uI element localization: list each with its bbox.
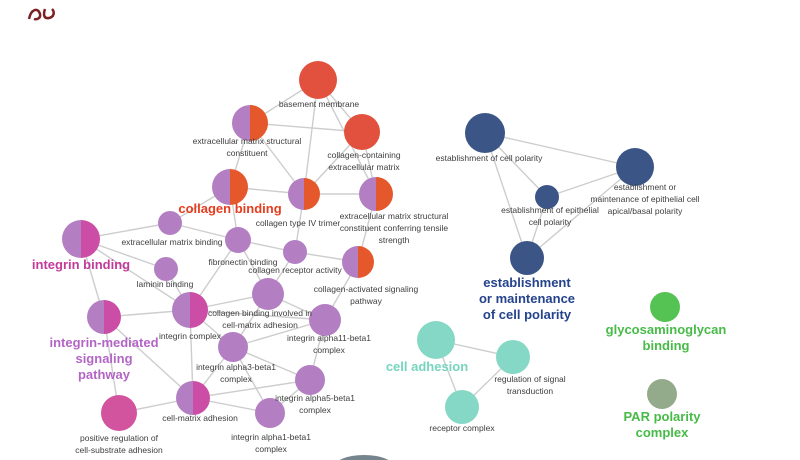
node-n18	[295, 365, 325, 395]
node-n29	[650, 292, 680, 322]
label-n27: regulation of signal transduction	[494, 374, 565, 396]
node-n24	[616, 148, 654, 186]
label-n21: integrin alpha1-beta1 complex	[231, 432, 311, 454]
label-n13: integrin complex	[159, 331, 222, 341]
label-n20: positive regulation of cell-substrate adh…	[75, 433, 163, 455]
node-n17	[218, 332, 248, 362]
edge-n22--n24	[484, 132, 636, 168]
label-n5: collagen type IV trimer	[256, 218, 341, 228]
node-n7	[342, 246, 374, 278]
label-n4: collagen binding	[178, 201, 281, 216]
node-n8	[62, 220, 100, 258]
node-n26	[417, 321, 455, 359]
label-n3: collagen-containing extracellular matrix	[327, 150, 401, 172]
label-n30: PAR polarity complex	[623, 409, 701, 440]
label-n29: glycosaminoglycan binding	[606, 322, 727, 353]
label-n16: integrin alpha11-beta1 complex	[287, 333, 371, 355]
label-n11: fibronectin binding	[209, 257, 278, 267]
edge-n13--n16	[189, 309, 326, 321]
label-n19: cell-matrix adhesion	[162, 413, 238, 423]
node-n13	[172, 292, 208, 328]
node-n9	[158, 211, 182, 235]
label-n23: establishment of epithelial cell polarity	[501, 205, 599, 227]
node-n15	[87, 300, 121, 334]
label-n26: cell adhesion	[386, 359, 468, 374]
label-n9: extracellular matrix binding	[121, 237, 222, 247]
node-n4	[212, 169, 248, 205]
label-n24: establishment or maintenance of epithelia…	[590, 182, 699, 216]
label-n1: basement membrane	[279, 99, 360, 109]
node-n30	[647, 379, 677, 409]
label-n14: collagen binding involved in cell-matrix …	[208, 308, 312, 330]
node-n27	[496, 340, 530, 374]
edge-n1--n5	[303, 79, 319, 195]
node-n28	[445, 390, 479, 424]
node-n20	[101, 395, 137, 431]
edge-n8--n13	[80, 238, 191, 311]
edge-n24--n25	[526, 166, 636, 259]
label-n28: receptor complex	[429, 423, 495, 433]
node-n14	[252, 278, 284, 310]
label-n7: collagen-activated signaling pathway	[314, 284, 419, 306]
label-n15: integrin-mediated signaling pathway	[49, 335, 158, 382]
label-n10: laminin binding	[137, 279, 194, 289]
node-n12	[283, 240, 307, 264]
node-n16	[309, 304, 341, 336]
node-n11	[225, 227, 251, 253]
label-n2: extracellular matrix structural constitue…	[193, 136, 302, 158]
edge-n18--n19	[192, 379, 311, 399]
node-n19	[176, 381, 210, 415]
node-n2	[232, 105, 268, 141]
nodes-layer	[62, 61, 680, 431]
node-n10	[154, 257, 178, 281]
node-n3	[344, 114, 380, 150]
label-n12: collagen receptor activity	[248, 265, 342, 275]
node-n5	[288, 178, 320, 210]
node-n23	[535, 185, 559, 209]
label-n25: establishment or maintenance of cell polar…	[479, 275, 575, 322]
edge-n22--n25	[484, 132, 528, 259]
labels-layer: basement membrane extracellular matrix st…	[32, 99, 726, 455]
corner-mark-artifact	[27, 8, 55, 21]
edge-n15--n19	[103, 316, 194, 399]
label-n18: integrin alpha5-beta1 complex	[275, 393, 355, 415]
node-n1	[299, 61, 337, 99]
label-n8: integrin binding	[32, 257, 130, 272]
cropped-node-artifact	[339, 455, 389, 460]
label-n17: integrin alpha3-beta1 complex	[196, 362, 276, 384]
node-n6	[359, 177, 393, 211]
label-n6: extracellular matrix structural constitue…	[340, 211, 449, 245]
edge-n2--n3	[249, 122, 363, 133]
node-n25	[510, 241, 544, 275]
label-n22: establishment of cell polarity	[436, 153, 544, 163]
node-n21	[255, 398, 285, 428]
node-n22	[465, 113, 505, 153]
